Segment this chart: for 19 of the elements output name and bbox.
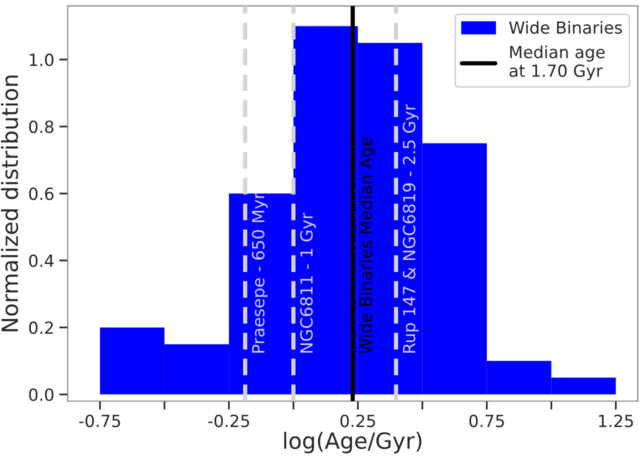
y-tick-label: 0.4 [29,254,54,268]
y-tick-label: 0.0 [29,388,54,401]
ref-line-label: Praesepe - 650 Myr [252,192,268,353]
y-tick-label: 0.8 [29,120,54,134]
y-tick-label: 0.6 [29,187,54,200]
x-tick-label: -0.25 [208,414,250,428]
ref-line-label: Wide Binaries Median Age [359,138,376,354]
ref-line-label: Rup 147 & NGC6819 - 2.5 Gyr [402,104,419,353]
x-tick-label: 1.25 [599,414,633,428]
ref-line-label: NGC6811 - 1 Gyr [300,212,316,353]
annotation: Median age at 1.70 Gyr [510,45,605,80]
x-axis-title: log(Age/Gyr) [284,432,422,454]
x-tick-label: 0.25 [340,414,375,428]
y-tick-label: 0.2 [29,321,53,334]
legend-label: Wide Binaries [509,20,622,34]
y-tick-label: 1.0 [30,54,54,66]
x-tick-label: -0.75 [79,414,120,428]
x-tick-label: 0.75 [469,414,504,428]
y-axis-title: Normalized distribution [0,76,18,332]
